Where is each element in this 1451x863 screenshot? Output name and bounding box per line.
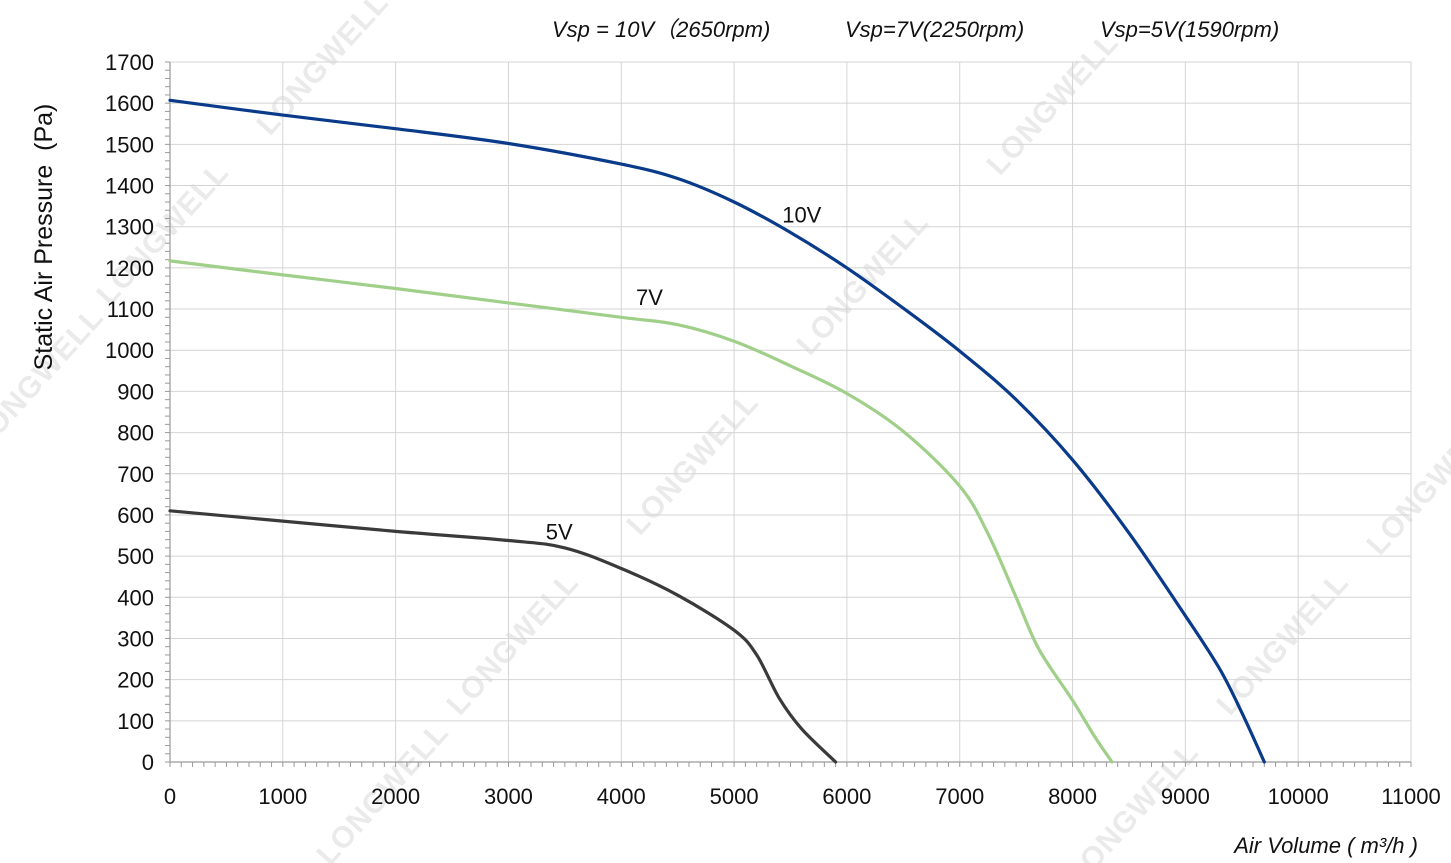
y-tick-label: 1000	[105, 338, 154, 363]
x-axis-title: Air Volume ( m³/h )	[1232, 833, 1418, 858]
labels-layer: Static Air Pressure (Pa) Air Volume ( m³/…	[30, 17, 1418, 858]
grid-layer	[169, 61, 1412, 763]
y-tick-label: 1500	[105, 132, 154, 157]
header-legend-item: Vsp = 10V（2650rpm)	[552, 17, 770, 42]
x-tick-label: 2000	[371, 784, 420, 809]
y-tick-label: 300	[117, 626, 154, 651]
y-tick-label: 1700	[105, 50, 154, 75]
y-tick-label: 0	[142, 750, 154, 775]
y-tick-label: 500	[117, 544, 154, 569]
x-tick-label: 6000	[822, 784, 871, 809]
y-tick-label: 200	[117, 668, 154, 693]
x-tick-label: 9000	[1161, 784, 1210, 809]
y-tick-label: 800	[117, 421, 154, 446]
series-line-7v	[168, 259, 1114, 764]
curve-label: 10V	[782, 203, 821, 228]
x-tick-label: 11000	[1381, 784, 1441, 809]
watermark-text: LONGWELL	[441, 566, 586, 722]
y-tick-label: 100	[117, 709, 154, 734]
watermark-text: LONGWELL	[791, 206, 936, 362]
axes-layer: 0 1000 2000 3000 4000 5000 6000 7000 8000 9000 100…	[105, 50, 1441, 809]
series-line-10v	[168, 98, 1266, 764]
x-tick-label: 8000	[1048, 784, 1097, 809]
y-tick-label: 400	[117, 585, 154, 610]
y-tick-label: 1300	[105, 215, 154, 240]
x-tick-label: 3000	[484, 784, 533, 809]
y-axis-title: Static Air Pressure (Pa)	[30, 104, 58, 371]
curve-label: 7V	[636, 285, 663, 310]
x-tick-label: 7000	[935, 784, 984, 809]
y-tick-label: 1100	[107, 297, 154, 322]
x-tick-label: 4000	[597, 784, 646, 809]
header-legend-item: Vsp=7V(2250rpm)	[845, 17, 1024, 42]
y-tick-label: 1200	[105, 256, 154, 281]
y-tick-label: 900	[117, 379, 154, 404]
x-tick-label: 0	[164, 784, 176, 809]
curve-label: 5V	[546, 520, 573, 545]
series-layer	[168, 98, 1266, 764]
x-tick-label: 10000	[1268, 784, 1329, 809]
watermark-text: LONGWELL	[1211, 566, 1356, 722]
header-legend-item: Vsp=5V(1590rpm)	[1100, 17, 1279, 42]
y-tick-label: 600	[117, 503, 154, 528]
x-tick-label: 5000	[710, 784, 759, 809]
y-tick-label: 1400	[105, 174, 154, 199]
watermark-text: LONGWELL	[621, 386, 766, 542]
y-tick-label: 1600	[105, 91, 154, 116]
watermark-text: LONGWELL	[1361, 406, 1451, 562]
x-tick-label: 1000	[258, 784, 307, 809]
y-tick-label: 700	[117, 462, 154, 487]
series-line-5v	[168, 509, 838, 764]
